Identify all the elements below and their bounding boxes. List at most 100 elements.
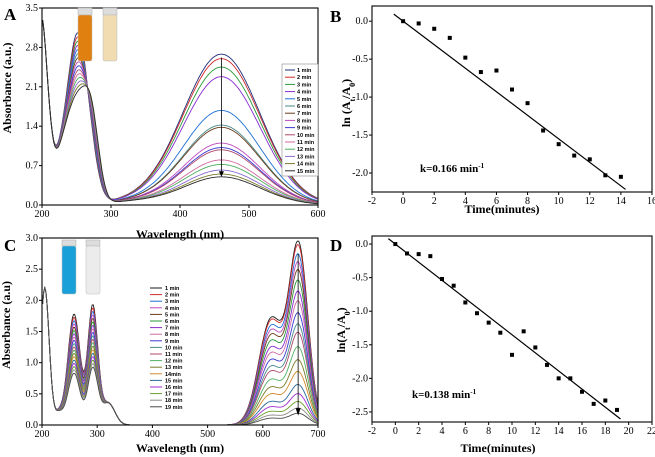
- panel-c-xtick-label: 300: [90, 429, 105, 440]
- spectrum-line: [42, 20, 318, 205]
- panel-b-label: B: [330, 7, 341, 26]
- panel-b-frame: [371, 5, 653, 193]
- legend-label: 6 min: [165, 319, 180, 325]
- panel-a: 200 300 400 500 600 0.0 0.7 1.4 2.1 2.8 3.5 1 min2…: [0, 3, 326, 241]
- panel-b-xtick-label: 6: [494, 196, 499, 207]
- panel-b-rate-annotation: k=0.166 min-1: [420, 162, 485, 175]
- panel-c-xtick-label: 200: [35, 429, 50, 440]
- panel-c-xtick-label: 700: [311, 429, 326, 440]
- data-point: [486, 320, 491, 325]
- data-point: [603, 398, 608, 403]
- data-point: [440, 276, 444, 281]
- legend-label: 5 min: [165, 312, 180, 318]
- panel-c-xtick-label: 600: [255, 429, 270, 440]
- panel-c-label: C: [4, 236, 16, 255]
- data-point: [432, 26, 437, 31]
- data-point: [572, 153, 577, 158]
- legend-label: 9 min: [165, 339, 180, 345]
- data-point: [580, 389, 584, 394]
- legend-label: 10 min: [165, 345, 183, 351]
- vial-cap: [102, 7, 118, 16]
- data-point: [463, 55, 468, 60]
- panel-a-vials: [77, 7, 118, 62]
- panel-a-xtick-label: 600: [311, 209, 326, 220]
- legend-label: 4 min: [297, 90, 312, 96]
- panel-b: -2 0 2 4 6 8 10 12 14 16 0.0 -0.5 -1.0 -1.5 -2.0 B Tim…: [330, 5, 655, 216]
- panel-c-ytick-label: 2.0: [26, 295, 39, 306]
- data-point: [568, 376, 573, 381]
- legend-label: 8 min: [165, 332, 180, 338]
- panel-b-ytick-label: -1.5: [352, 130, 368, 141]
- panel-b-xtick-label: 10: [554, 196, 564, 207]
- decay-arrowhead: [295, 408, 301, 416]
- panel-d-ytick-label: -2.0: [352, 373, 368, 384]
- panel-d-xtick-label: 4: [440, 426, 445, 437]
- legend-label: 4 min: [165, 306, 180, 312]
- panel-a-ylabel: Absorbance (a.u.): [0, 42, 14, 133]
- data-point: [587, 157, 592, 162]
- panel-d-xtick-label: 2: [416, 426, 421, 437]
- panel-c-xlabel: Wavelength (nm): [136, 441, 224, 455]
- data-point: [541, 128, 546, 133]
- panel-d-ylabel: ln(At/A0): [334, 307, 352, 352]
- panel-d-xtick-label: 12: [530, 426, 540, 437]
- legend-label: 13 min: [165, 365, 183, 371]
- legend-label: 6 min: [297, 104, 312, 110]
- data-point: [451, 283, 456, 288]
- legend-label: 7 min: [165, 326, 180, 332]
- data-point: [533, 345, 538, 350]
- legend-label: 1 min: [165, 286, 180, 292]
- decay-arrowhead: [218, 171, 224, 177]
- legend-label: 13 min: [297, 154, 315, 160]
- panel-c-ytick-label: 1.0: [26, 358, 39, 369]
- panel-b-xtick-label: 12: [585, 196, 595, 207]
- legend-label: 12 min: [165, 359, 183, 365]
- panel-c-ylabel: Absorbance (a.u): [0, 281, 13, 369]
- panel-b-xtick-label: 14: [616, 196, 626, 207]
- data-point: [463, 300, 468, 305]
- data-point: [405, 251, 409, 256]
- panel-c-xtick-label: 400: [145, 429, 160, 440]
- legend-label: 2 min: [165, 293, 180, 299]
- fit-line: [393, 13, 626, 190]
- legend-label: 17 min: [165, 392, 183, 398]
- panel-b-ytick-label: -0.5: [352, 54, 368, 65]
- legend-label: 11 min: [165, 352, 183, 358]
- legend-label: 2 min: [297, 75, 312, 81]
- data-point: [615, 407, 619, 412]
- panel-b-xtick-label: 0: [401, 196, 406, 207]
- data-point: [618, 174, 623, 179]
- panel-d-ytick-label: 0.0: [356, 239, 369, 250]
- panel-d-xlabel: Time(minutes): [460, 441, 535, 455]
- data-point: [478, 70, 483, 75]
- legend-label: 9 min: [297, 126, 312, 132]
- panel-d-label: D: [330, 236, 342, 255]
- panel-d-xtick-label: -2: [368, 426, 376, 437]
- panel-a-ytick-label: 1.4: [26, 121, 39, 132]
- panel-a-ytick-label: 2.8: [26, 42, 39, 53]
- legend-label: 16 min: [165, 385, 183, 391]
- data-point: [591, 401, 596, 406]
- fit-line: [387, 238, 621, 420]
- panel-b-ytick-label: -2.0: [352, 168, 368, 179]
- legend-label: 11 min: [297, 140, 315, 146]
- vial-solution: [77, 14, 93, 62]
- panel-b-ylabel: ln (At/A0): [339, 79, 357, 127]
- data-point: [416, 21, 421, 26]
- panel-d-xtick-label: 0: [393, 426, 398, 437]
- vial-cap: [77, 7, 93, 16]
- data-point: [603, 173, 608, 178]
- panel-c: 200 300 400 500 600 7000.00.51.01.52.02.53.0 …: [0, 233, 326, 455]
- data-point: [556, 376, 561, 381]
- panel-a-ytick-label: 3.5: [26, 3, 39, 14]
- legend-label: 1 min: [297, 68, 312, 74]
- panel-c-ytick-label: 1.5: [26, 327, 39, 338]
- vial-cap: [61, 239, 77, 247]
- panel-d-axes: -2 0 2 4 6 8 10 12 14 16 18 20 22 0.0 -0.5 -1.0 -1.5 -2.0…: [352, 235, 655, 437]
- panel-d-xtick-label: 8: [486, 426, 491, 437]
- panel-b-xtick-label: 16: [647, 196, 655, 207]
- data-point: [428, 254, 433, 259]
- data-point: [510, 352, 514, 357]
